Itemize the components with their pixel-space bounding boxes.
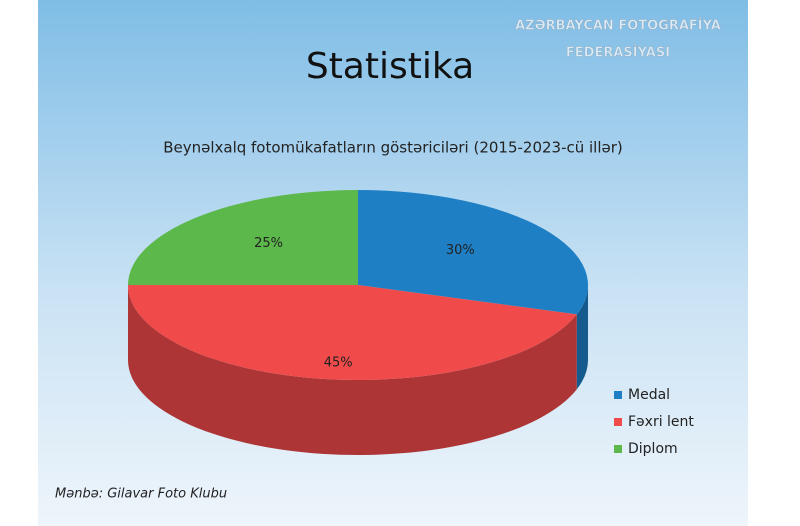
pie-slice [128,285,577,380]
legend-swatch [614,391,622,399]
legend-swatch [614,418,622,426]
data-label: 45% [324,356,353,371]
pie-slice-side [576,285,588,390]
data-label: 25% [254,236,283,251]
chart-subtitle: Beynəlxalq fotomükafatların göstəricilər… [163,139,623,157]
legend-swatch [614,445,622,453]
legend-label: Fəxri lent [628,414,694,430]
chart-title: Statistika [306,46,474,87]
watermark: AZƏRBAYCAN FOTOGRAFİYA [515,18,721,34]
watermark: FEDERASİYASI [566,45,670,61]
data-label: 30% [446,243,475,258]
source-note: Mənbə: Gilavar Foto Klubu [55,487,227,502]
pie-slice-side [128,285,577,456]
legend-label: Diplom [628,441,678,457]
pie-slice [128,190,358,285]
legend-label: Medal [628,387,670,403]
pie-slice [358,190,588,315]
